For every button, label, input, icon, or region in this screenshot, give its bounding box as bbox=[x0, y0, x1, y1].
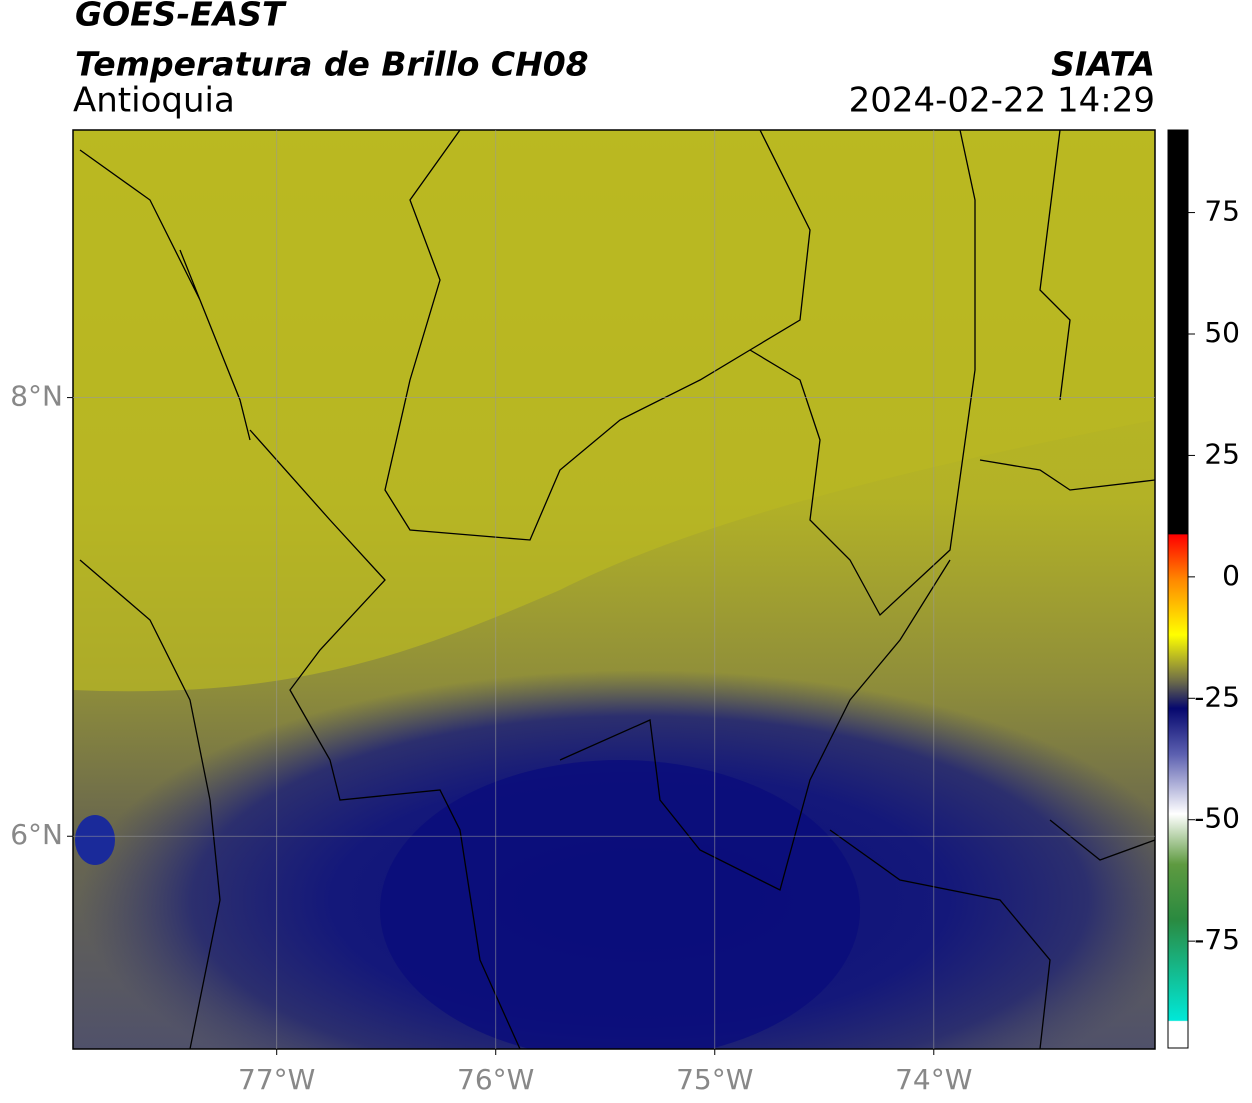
lon-label: 75°W bbox=[676, 1063, 753, 1096]
lat-label: 8°N bbox=[10, 380, 63, 413]
source: SIATA bbox=[1051, 45, 1155, 84]
datetime: 2024-02-22 14:29 bbox=[849, 81, 1155, 121]
colorbar-label: -50 bbox=[1194, 802, 1240, 835]
lon-label: 77°W bbox=[238, 1063, 315, 1096]
colorbar-label: 75 bbox=[1204, 195, 1240, 228]
map-frame bbox=[72, 129, 1156, 1050]
colorbar-label: 25 bbox=[1204, 437, 1240, 470]
map-field bbox=[73, 130, 1155, 1049]
lon-label: 76°W bbox=[457, 1063, 534, 1096]
subtitle: Temperatura de Brillo CH08 bbox=[75, 45, 589, 84]
colorbar-label: -75 bbox=[1194, 923, 1240, 956]
colorbar-label: 50 bbox=[1204, 316, 1240, 349]
region: Antioquia bbox=[73, 81, 235, 121]
colorbar bbox=[1167, 129, 1189, 1049]
lat-label: 6°N bbox=[10, 818, 63, 851]
colorbar-label: 0 bbox=[1222, 559, 1240, 592]
colorbar-label: -25 bbox=[1194, 680, 1240, 713]
lon-label: 74°W bbox=[895, 1063, 972, 1096]
title: GOES-EAST bbox=[75, 0, 287, 34]
